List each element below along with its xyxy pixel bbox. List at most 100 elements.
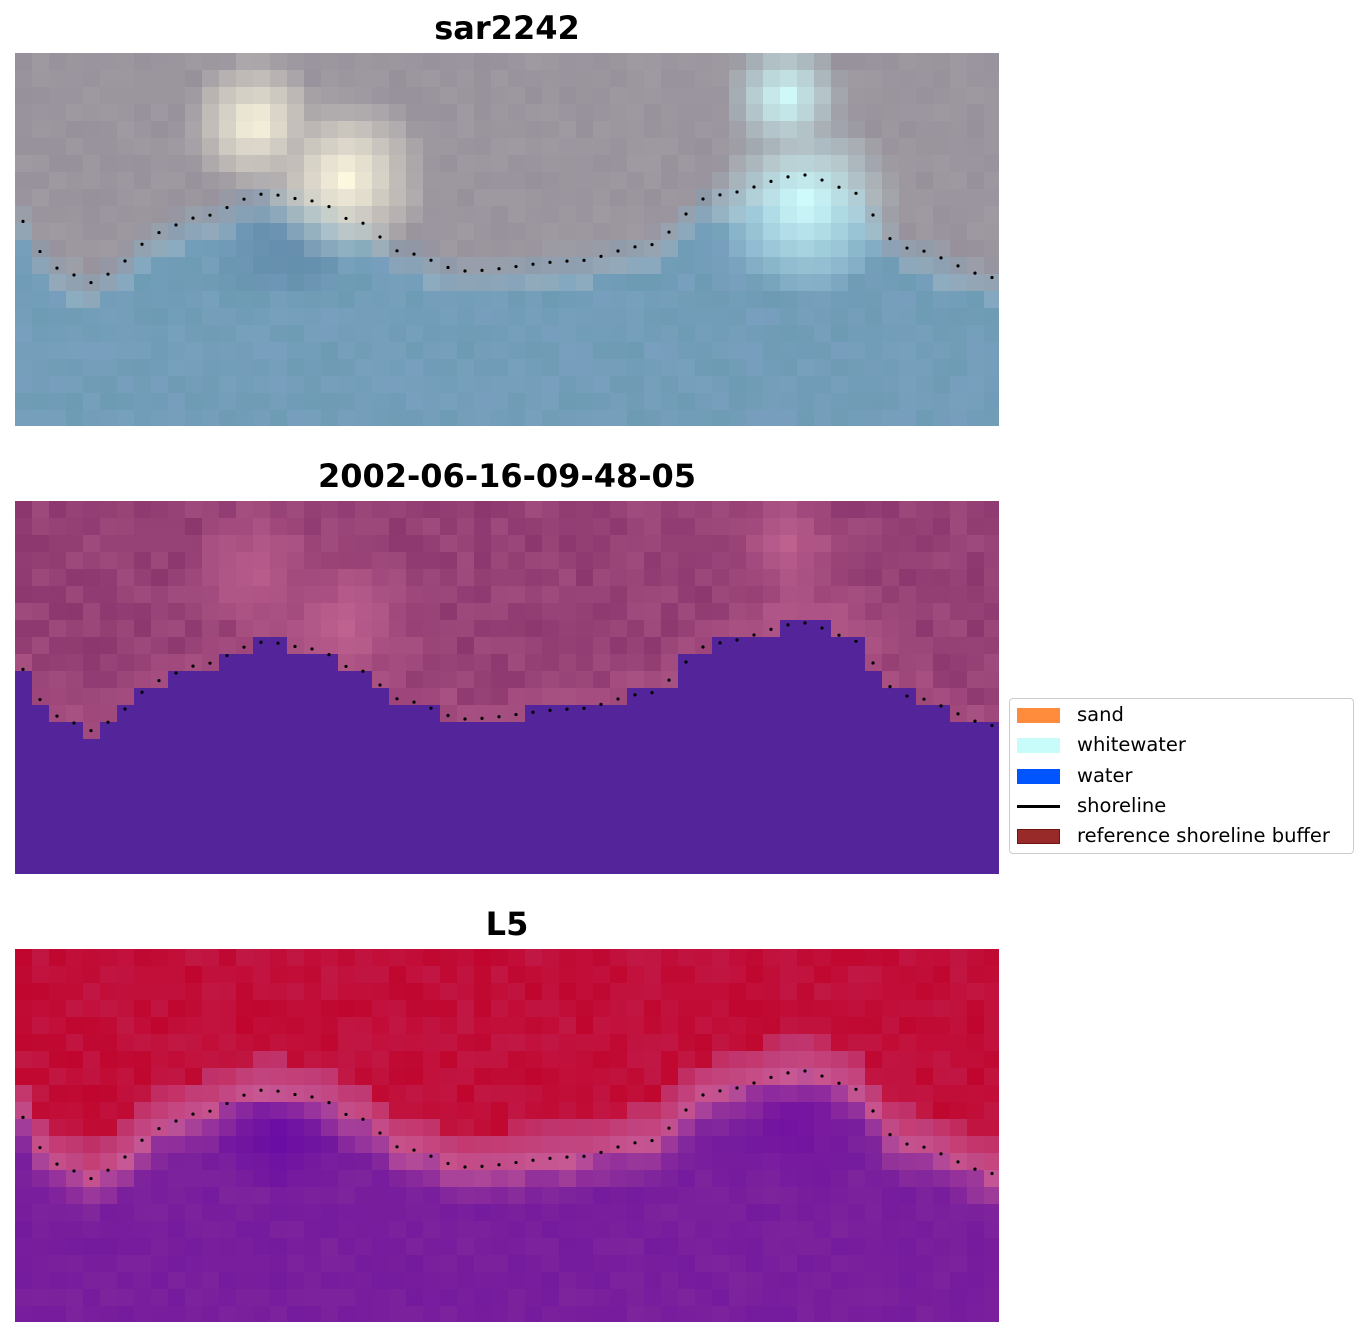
pixel-cell	[695, 671, 713, 689]
pixel-cell	[950, 291, 968, 309]
pixel-cell	[474, 274, 492, 292]
pixel-cell	[661, 291, 679, 309]
pixel-cell	[372, 257, 390, 275]
pixel-cell	[984, 1306, 999, 1322]
pixel-cell	[593, 1204, 611, 1222]
pixel-cell	[644, 1306, 662, 1322]
pixel-cell	[593, 291, 611, 309]
pixel-cell	[950, 223, 968, 241]
pixel-cell	[270, 705, 288, 723]
pixel-cell	[882, 824, 900, 842]
pixel-cell	[49, 1153, 67, 1171]
pixel-cell	[100, 155, 118, 173]
pixel-cell	[253, 739, 271, 757]
pixel-cell	[933, 1136, 951, 1154]
pixel-cell	[355, 410, 373, 426]
pixel-cell	[593, 1255, 611, 1273]
pixel-cell	[49, 671, 67, 689]
pixel-cell	[100, 189, 118, 207]
pixel-cell	[984, 1119, 999, 1137]
pixel-cell	[372, 1136, 390, 1154]
pixel-cell	[559, 206, 577, 224]
pixel-cell	[151, 308, 169, 326]
pixel-cell	[355, 376, 373, 394]
pixel-cell	[644, 308, 662, 326]
pixel-cell	[457, 1170, 475, 1188]
shoreline-point	[21, 219, 25, 224]
pixel-cell	[66, 87, 84, 105]
pixel-cell	[763, 841, 781, 859]
pixel-cell	[253, 1272, 271, 1290]
pixel-cell	[372, 393, 390, 411]
pixel-cell	[355, 138, 373, 156]
pixel-cell	[644, 705, 662, 723]
pixel-cell	[780, 274, 798, 292]
pixel-cell	[304, 1000, 322, 1018]
pixel-cell	[355, 223, 373, 241]
pixel-cell	[270, 1051, 288, 1069]
pixel-cell	[491, 1289, 509, 1307]
pixel-cell	[525, 722, 543, 740]
pixel-cell	[100, 1136, 118, 1154]
pixel-cell	[831, 858, 849, 874]
pixel-cell	[287, 688, 305, 706]
pixel-cell	[270, 654, 288, 672]
pixel-cell	[185, 1204, 203, 1222]
pixel-cell	[151, 1051, 169, 1069]
pixel-cell	[916, 53, 934, 71]
pixel-cell	[508, 359, 526, 377]
pixel-cell	[389, 359, 407, 377]
pixel-cell	[117, 410, 135, 426]
pixel-cell	[559, 1102, 577, 1120]
pixel-cell	[797, 376, 815, 394]
pixel-cell	[321, 807, 339, 825]
pixel-cell	[780, 773, 798, 791]
pixel-cell	[219, 70, 237, 88]
pixel-cell	[984, 1000, 999, 1018]
pixel-cell	[202, 342, 220, 360]
pixel-cell	[780, 155, 798, 173]
pixel-cell	[678, 376, 696, 394]
pixel-cell	[814, 342, 832, 360]
pixel-cell	[542, 1000, 560, 1018]
pixel-cell	[814, 1238, 832, 1256]
pixel-cell	[100, 705, 118, 723]
pixel-cell	[457, 70, 475, 88]
pixel-cell	[695, 705, 713, 723]
pixel-cell	[15, 1051, 33, 1069]
pixel-cell	[967, 1034, 985, 1052]
pixel-cell	[83, 1272, 101, 1290]
pixel-cell	[49, 983, 67, 1001]
pixel-cell	[389, 1051, 407, 1069]
pixel-cell	[797, 569, 815, 587]
pixel-cell	[899, 274, 917, 292]
pixel-cell	[270, 138, 288, 156]
pixel-cell	[899, 858, 917, 874]
pixel-cell	[899, 501, 917, 519]
pixel-cell	[15, 138, 33, 156]
pixel-cell	[117, 501, 135, 519]
pixel-cell	[49, 121, 67, 139]
pixel-cell	[933, 535, 951, 553]
pixel-cell	[100, 1000, 118, 1018]
pixel-cell	[525, 1017, 543, 1035]
pixel-cell	[746, 206, 764, 224]
pixel-cell	[406, 189, 424, 207]
pixel-cell	[474, 535, 492, 553]
pixel-cell	[168, 1034, 186, 1052]
pixel-cell	[814, 325, 832, 343]
shoreline-point	[174, 1119, 178, 1123]
pixel-cell	[848, 342, 866, 360]
pixel-cell	[559, 949, 577, 967]
pixel-cell	[185, 1221, 203, 1239]
pixel-cell	[219, 257, 237, 275]
pixel-cell	[474, 518, 492, 536]
pixel-cell	[627, 1187, 645, 1205]
pixel-cell	[542, 308, 560, 326]
pixel-cell	[542, 756, 560, 774]
pixel-cell	[83, 535, 101, 553]
pixel-cell	[151, 966, 169, 984]
pixel-cell	[338, 1272, 356, 1290]
pixel-cell	[950, 172, 968, 190]
pixel-cell	[100, 104, 118, 122]
